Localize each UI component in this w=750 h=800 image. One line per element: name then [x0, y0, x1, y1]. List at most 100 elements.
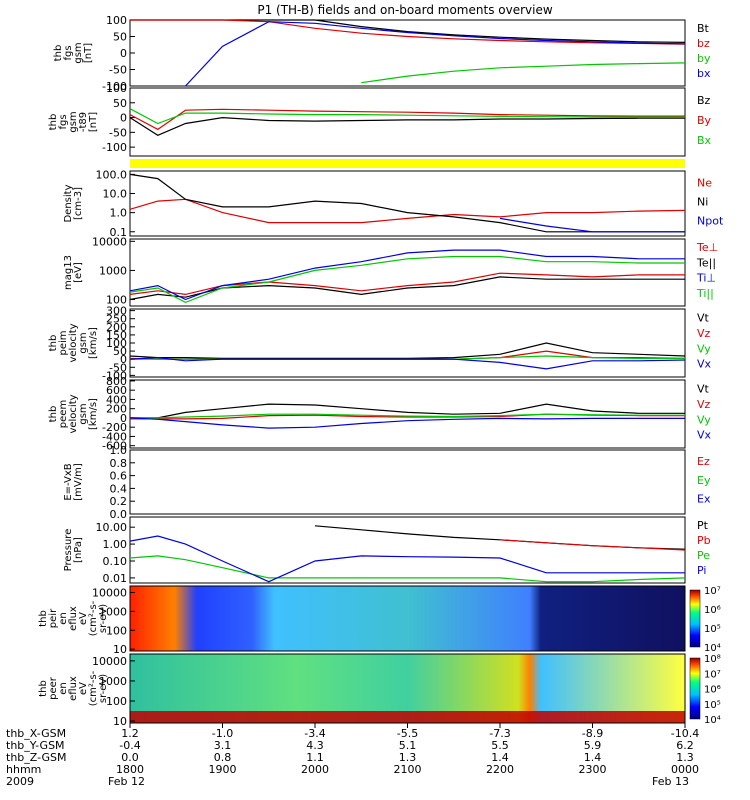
y-tick-label: -50: [109, 64, 127, 77]
legend-item: Bx: [697, 134, 712, 147]
y-tick-label: -200: [102, 421, 127, 434]
series-line-Vy: [130, 413, 685, 419]
y-tick-label: 100: [106, 695, 127, 708]
legend-item: By: [697, 114, 712, 127]
x-tick-label: 2200: [486, 763, 514, 776]
y-axis-label: [nT]: [88, 112, 99, 132]
series-line-bz: [130, 19, 686, 45]
y-tick-label: 100: [106, 337, 127, 350]
x-tick-label: -8.9: [582, 727, 603, 740]
series-line-Ne: [129, 198, 686, 224]
colorbar-tick: 10⁵: [704, 700, 721, 711]
y-tick-label: 0: [120, 353, 127, 366]
x-tick-label: 1.1: [306, 751, 324, 764]
y-tick-label: 0: [120, 47, 127, 60]
series-line-Ti||: [129, 255, 685, 304]
y-tick-label: 600: [106, 384, 127, 397]
y-axis-label: (cm²-s-: [88, 600, 99, 636]
x-tick-label: 4.3: [306, 739, 324, 752]
series-line-Te⊥: [129, 272, 685, 296]
x-tick-label: 1800: [116, 763, 144, 776]
y-axis-label: en: [58, 682, 69, 695]
y-axis-label: mag13: [63, 255, 74, 290]
series-line-bx: [185, 21, 686, 87]
series-line-Npot: [499, 217, 685, 233]
legend-item: Bt: [697, 22, 710, 35]
colorbar-tick: 10⁴: [704, 715, 721, 726]
colorbar-bar: [689, 589, 701, 648]
y-tick-label: 1.0: [110, 207, 128, 220]
x-tick-label: Feb 12: [108, 775, 145, 788]
y-tick-label: 200: [106, 403, 127, 416]
colorbar-tick: 10⁶: [704, 685, 721, 696]
y-axis-label: [nPa]: [73, 537, 84, 563]
colorbar-bar: [689, 657, 701, 720]
panel-frame: [129, 379, 686, 449]
x-tick-label: 1.3: [676, 751, 694, 764]
x-tick-label: -7.3: [489, 727, 510, 740]
y-tick-label: 50: [113, 31, 127, 44]
series-line-Vt: [130, 403, 685, 419]
x-row-label: thb_X-GSM: [6, 727, 66, 740]
x-tick-label: 1.4: [584, 751, 602, 764]
series-line-Pi: [129, 535, 685, 583]
legend-item: Pt: [697, 519, 709, 532]
y-axis-label: gsm: [68, 111, 79, 132]
y-tick-label: 0.4: [110, 482, 128, 495]
legend-item: Vx: [697, 429, 712, 442]
y-axis-label: [eV]: [73, 262, 84, 283]
legend-item: Vt: [697, 382, 710, 395]
series-line-By: [129, 108, 685, 131]
y-tick-label: 250: [106, 313, 127, 326]
y-tick-label: 1.00: [103, 538, 128, 551]
y-axis-label: Density: [63, 184, 74, 222]
y-axis-label: [mV/m]: [73, 463, 84, 501]
legend-item: Te||: [696, 256, 716, 269]
y-axis-label: peem: [58, 400, 69, 428]
legend-item: Pe: [697, 549, 710, 562]
y-axis-label: [km/s]: [88, 327, 99, 359]
x-tick-label: 5.1: [399, 739, 417, 752]
y-tick-label: 50: [113, 345, 127, 358]
y-axis-label: eV: [78, 612, 89, 625]
legend-item: Bz: [697, 94, 711, 107]
x-tick-label: 2300: [579, 763, 607, 776]
x-tick-label: 5.5: [491, 739, 509, 752]
panel-p1: 100 50 0 -50 -100 thb fgs gsm [nT] Bt bz by bx: [53, 14, 711, 93]
x-tick-label: 2100: [394, 763, 422, 776]
panel-p9: 10⁷ 10⁶ 10⁵ 10⁴ 10000 1000 100 10 thb peir en eflux…: [38, 585, 721, 656]
x-tick-label: 0.0: [121, 751, 139, 764]
y-axis-label: gsm: [78, 403, 89, 424]
legend-item: Vz: [697, 398, 711, 411]
series-line-by: [361, 62, 686, 84]
panel-frame: [129, 170, 686, 237]
y-tick-label: -400: [102, 430, 127, 443]
legend-item: Ti⊥: [696, 272, 716, 285]
series-line-Bz: [129, 116, 685, 136]
y-tick-label: -100: [102, 80, 127, 93]
colorbar-tick: 10⁴: [704, 643, 721, 654]
legend-item: Te⊥: [696, 241, 718, 254]
y-axis-label: thb: [38, 610, 49, 627]
x-tick-label: -5.5: [397, 727, 418, 740]
legend-item: Ey: [697, 474, 711, 487]
y-axis-label: fgs: [58, 114, 69, 129]
y-axis-label: velocity: [68, 323, 79, 362]
colorbar-tick: 10⁷: [704, 669, 721, 680]
series-line-Pb: [499, 539, 686, 551]
y-axis-label: sr-eV): [98, 604, 109, 633]
x-tick-label: 1900: [209, 763, 237, 776]
panel-frame: [129, 449, 686, 515]
y-axis-label: (cm²-s-: [88, 670, 99, 706]
y-tick-label: 0.10: [103, 555, 128, 568]
y-tick-label: 100: [106, 294, 127, 307]
series-line-Vx: [129, 356, 686, 370]
y-tick-label: 0.01: [103, 572, 128, 585]
y-tick-label: 10: [113, 715, 127, 728]
colorbar-p9: 10⁷ 10⁶ 10⁵ 10⁴: [689, 586, 721, 654]
legend-item: Ex: [697, 493, 711, 506]
y-tick-label: 1.0: [110, 444, 128, 457]
y-tick-label: 0.1: [110, 226, 128, 239]
